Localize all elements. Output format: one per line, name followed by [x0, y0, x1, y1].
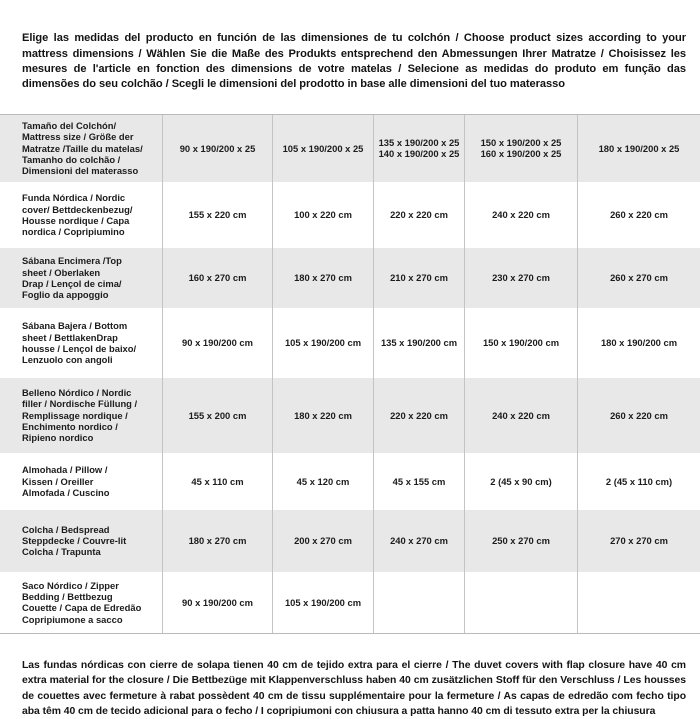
row-value: 155 x 220 cm: [163, 181, 273, 248]
row-value: 180 x 190/200 cm: [600, 337, 678, 349]
header-cell-size-3: 135 x 190/200 x 25 140 x 190/200 x 25: [374, 114, 465, 182]
table-row: Sábana Encimera /Top sheet / Oberlaken D…: [0, 247, 700, 308]
row-label: Colcha / Bedspread Steppdecke / Couvre-l…: [0, 509, 163, 572]
table-row: Sábana Bajera / Bottom sheet / Bettlaken…: [0, 307, 700, 378]
row-label: Almohada / Pillow / Kissen / Oreiller Al…: [0, 452, 163, 510]
header-cell-size-4: 150 x 190/200 x 25 160 x 190/200 x 25: [465, 114, 578, 182]
row-value: 180 x 220 cm: [273, 377, 374, 453]
row-value: 90 x 190/200 cm: [163, 571, 273, 633]
row-value: [465, 571, 578, 633]
size-guide-page: Elige las medidas del producto en funció…: [0, 32, 700, 717]
row-value: 200 x 270 cm: [273, 509, 374, 572]
row-value: 260 x 220 cm: [610, 209, 668, 221]
table-row: Funda Nórdica / Nordic cover/ Bettdecken…: [0, 181, 700, 248]
row-value: [578, 572, 700, 633]
row-value: 230 x 270 cm: [465, 247, 578, 308]
row-value: 90 x 190/200 cm: [163, 307, 273, 378]
row-value: [374, 571, 465, 633]
row-value: 135 x 190/200 cm: [374, 307, 465, 378]
row-value: 45 x 155 cm: [374, 452, 465, 510]
table-row: Saco Nórdico / Zipper Bedding / Bettbezu…: [0, 571, 700, 633]
row-value: 220 x 220 cm: [374, 181, 465, 248]
table-header-row: Tamaño del Colchón/ Mattress size / Größ…: [0, 114, 700, 182]
row-value: 105 x 190/200 cm: [273, 307, 374, 378]
row-label: Saco Nórdico / Zipper Bedding / Bettbezu…: [0, 571, 163, 633]
row-value: 105 x 190/200 cm: [273, 571, 374, 633]
size-guide-table: Tamaño del Colchón/ Mattress size / Größ…: [0, 113, 700, 634]
row-value: 210 x 270 cm: [374, 247, 465, 308]
row-value: 270 x 270 cm: [610, 535, 668, 547]
row-value: 45 x 110 cm: [163, 452, 273, 510]
row-value: 160 x 270 cm: [163, 247, 273, 308]
header-cell-mattress-size: Tamaño del Colchón/ Mattress size / Größ…: [0, 114, 163, 182]
header-cell-size-1: 90 x 190/200 x 25: [163, 114, 273, 182]
row-label: Funda Nórdica / Nordic cover/ Bettdecken…: [0, 181, 163, 248]
row-value: 45 x 120 cm: [273, 452, 374, 510]
row-value: 180 x 270 cm: [273, 247, 374, 308]
row-value: 260 x 220 cm: [610, 409, 668, 421]
footnote-paragraph: Las fundas nórdicas con cierre de solapa…: [22, 660, 686, 717]
row-value: 240 x 220 cm: [465, 377, 578, 453]
row-label: Sábana Encimera /Top sheet / Oberlaken D…: [0, 247, 163, 308]
row-value: 240 x 220 cm: [465, 181, 578, 248]
row-value: 240 x 270 cm: [374, 509, 465, 572]
row-value: 150 x 190/200 cm: [465, 307, 578, 378]
header-cell-size-2: 105 x 190/200 x 25: [273, 114, 374, 182]
row-value: 2 (45 x 90 cm): [465, 452, 578, 510]
row-label: Sábana Bajera / Bottom sheet / Bettlaken…: [0, 307, 163, 378]
table-row: Belleno Nórdico / Nordic filler / Nordis…: [0, 377, 700, 453]
row-label: Belleno Nórdico / Nordic filler / Nordis…: [0, 377, 163, 453]
intro-paragraph: Elige las medidas del producto en funció…: [22, 32, 686, 91]
table-row: Almohada / Pillow / Kissen / Oreiller Al…: [0, 452, 700, 510]
row-value: 180 x 270 cm: [163, 509, 273, 572]
row-value: 2 (45 x 110 cm): [605, 475, 673, 487]
header-cell-size-5: 180 x 190/200 x 25: [598, 142, 680, 154]
row-value: 100 x 220 cm: [273, 181, 374, 248]
table-row: Colcha / Bedspread Steppdecke / Couvre-l…: [0, 509, 700, 572]
row-value: 220 x 220 cm: [374, 377, 465, 453]
row-value: 250 x 270 cm: [465, 509, 578, 572]
row-value: 155 x 200 cm: [163, 377, 273, 453]
row-value: 260 x 270 cm: [610, 272, 668, 284]
